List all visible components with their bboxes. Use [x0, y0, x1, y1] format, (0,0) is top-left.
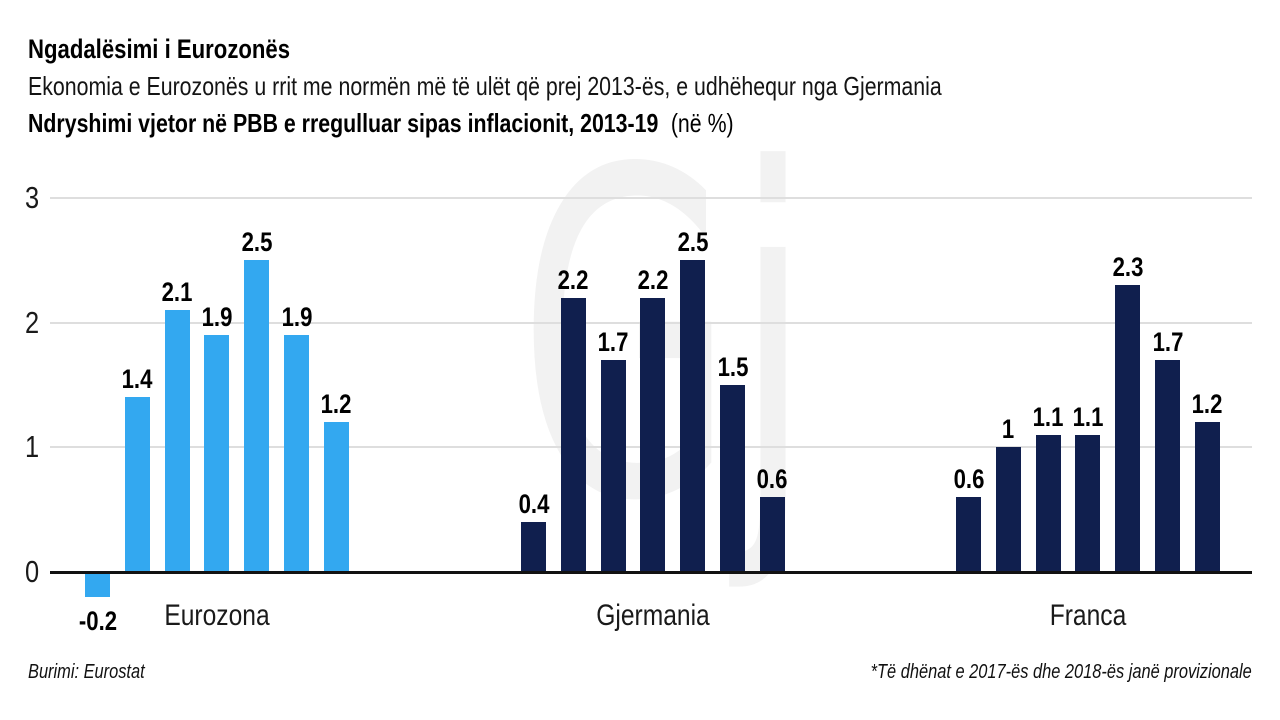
chart-subtitle: Ekonomia e Eurozonës u rrit me normën më… — [28, 71, 942, 101]
bar-value-label: 1.5 — [717, 351, 749, 382]
bar-value-label: 1.4 — [121, 364, 153, 395]
bar-chart: Gj 0123-0.21.42.11.92.51.91.2Eurozona0.4… — [0, 113, 1280, 650]
bar-value-label: 0.6 — [757, 464, 788, 495]
y-tick-label: 3 — [25, 179, 40, 215]
group-label-gjermania: Gjermania — [596, 599, 710, 632]
bar-value-label: 2.3 — [1112, 252, 1144, 283]
provisional-note: *Të dhënat e 2017-ës dhe 2018-ës janë pr… — [870, 661, 1252, 683]
bar-value-label: 2.1 — [161, 277, 193, 308]
chart-title: Ngadalësimi i Eurozonës — [28, 34, 291, 64]
bar — [1075, 434, 1101, 572]
bar — [323, 422, 349, 572]
bar-value-label: 1.9 — [201, 302, 233, 333]
group-label-franca: Franca — [1049, 599, 1127, 632]
bar-value-label: 1.1 — [1072, 401, 1104, 432]
x-axis-line — [50, 571, 1252, 574]
bar-value-label: 1.9 — [281, 302, 313, 333]
bar — [284, 335, 310, 572]
gridline — [50, 196, 1252, 199]
bar-value-label: 1.7 — [1152, 327, 1184, 357]
bar — [1155, 360, 1181, 572]
bar — [995, 447, 1021, 572]
bar-value-label: 0.6 — [953, 464, 984, 495]
bar-value-label: 2.5 — [241, 227, 273, 258]
bar-value-label: 2.2 — [637, 264, 669, 295]
bar — [1115, 285, 1141, 572]
bar-value-label: 1.2 — [321, 389, 352, 420]
source-note: Burimi: Eurostat — [28, 661, 145, 683]
bar — [124, 397, 150, 572]
bar — [640, 297, 666, 572]
bar — [1194, 422, 1220, 572]
bar — [956, 497, 981, 572]
bar — [85, 572, 110, 597]
bar — [560, 297, 586, 572]
bar — [521, 522, 546, 572]
chart-measure-line: Ndryshimi vjetor në PBB e rregulluar sip… — [28, 108, 734, 138]
bar — [680, 260, 706, 572]
bar-value-label: 1.7 — [597, 327, 629, 357]
y-tick-label: 1 — [25, 429, 40, 465]
measure-label: Ndryshimi vjetor në PBB e rregulluar sip… — [28, 108, 659, 138]
bar — [720, 384, 746, 572]
bar-value-label: 2.5 — [677, 227, 709, 258]
bar-value-label: 1 — [1002, 414, 1015, 445]
bar — [759, 497, 785, 572]
group-label-eurozona: Eurozona — [164, 599, 270, 632]
bar — [204, 335, 230, 572]
bar — [1035, 434, 1061, 572]
bar — [600, 360, 626, 572]
bar — [244, 260, 270, 572]
y-tick-label: 0 — [25, 554, 40, 589]
bar-value-label: 1.1 — [1032, 401, 1064, 432]
measure-unit: (në %) — [670, 108, 734, 138]
y-tick-label: 2 — [25, 304, 40, 340]
bar — [164, 310, 190, 572]
bar-value-label: 0.4 — [518, 489, 549, 520]
bar-value-label: 1.2 — [1192, 389, 1223, 420]
bar-value-label: -0.2 — [78, 605, 117, 636]
bar-value-label: 2.2 — [557, 264, 589, 295]
